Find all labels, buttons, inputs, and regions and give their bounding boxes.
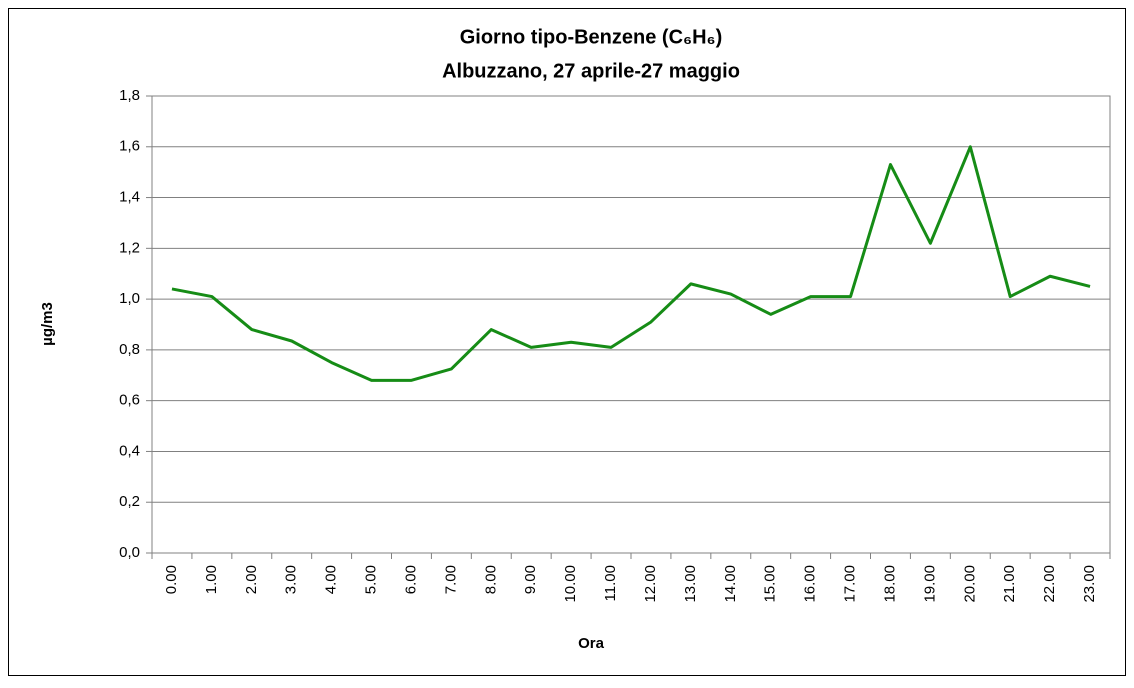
y-tick-label: 0,6 — [119, 392, 140, 409]
x-tick-label: 4.00 — [323, 565, 340, 594]
x-tick-label: 21.00 — [1001, 565, 1018, 603]
y-tick-label: 0,2 — [119, 493, 140, 510]
x-tick-label: 9.00 — [522, 565, 539, 594]
x-tick-label: 5.00 — [363, 565, 380, 594]
y-tick-label: 0,0 — [119, 544, 140, 561]
y-axis-label: µg/m3 — [39, 302, 56, 346]
y-tick-label: 1,6 — [119, 138, 140, 155]
y-tick-label: 0,4 — [119, 442, 140, 459]
x-tick-label: 19.00 — [921, 565, 938, 603]
x-tick-label: 3.00 — [283, 565, 300, 594]
chart-title: Giorno tipo-Benzene (C₆H₆) — [460, 26, 723, 48]
x-tick-label: 0.00 — [163, 565, 180, 594]
y-tick-label: 1,4 — [119, 189, 140, 206]
chart-subtitle: Albuzzano, 27 aprile-27 maggio — [442, 60, 740, 82]
y-tick-label: 1,8 — [119, 87, 140, 104]
x-tick-label: 22.00 — [1041, 565, 1058, 603]
x-tick-label: 7.00 — [442, 565, 459, 594]
x-tick-label: 18.00 — [881, 565, 898, 603]
x-tick-label: 23.00 — [1081, 565, 1098, 603]
x-tick-label: 2.00 — [243, 565, 260, 594]
x-tick-label: 10.00 — [562, 565, 579, 603]
x-tick-label: 15.00 — [762, 565, 779, 603]
x-tick-label: 14.00 — [722, 565, 739, 603]
x-axis-label: Ora — [578, 635, 605, 652]
x-tick-label: 17.00 — [842, 565, 859, 603]
x-tick-label: 8.00 — [482, 565, 499, 594]
y-tick-label: 1,2 — [119, 239, 140, 256]
y-tick-label: 0,8 — [119, 341, 140, 358]
x-tick-label: 20.00 — [961, 565, 978, 603]
x-tick-label: 1.00 — [203, 565, 220, 594]
x-tick-label: 13.00 — [682, 565, 699, 603]
y-tick-label: 1,0 — [119, 290, 140, 307]
x-tick-label: 12.00 — [642, 565, 659, 603]
x-tick-label: 16.00 — [802, 565, 819, 603]
data-line — [171, 145, 1091, 382]
x-tick-label: 11.00 — [602, 565, 619, 601]
x-tick-label: 6.00 — [402, 565, 419, 594]
